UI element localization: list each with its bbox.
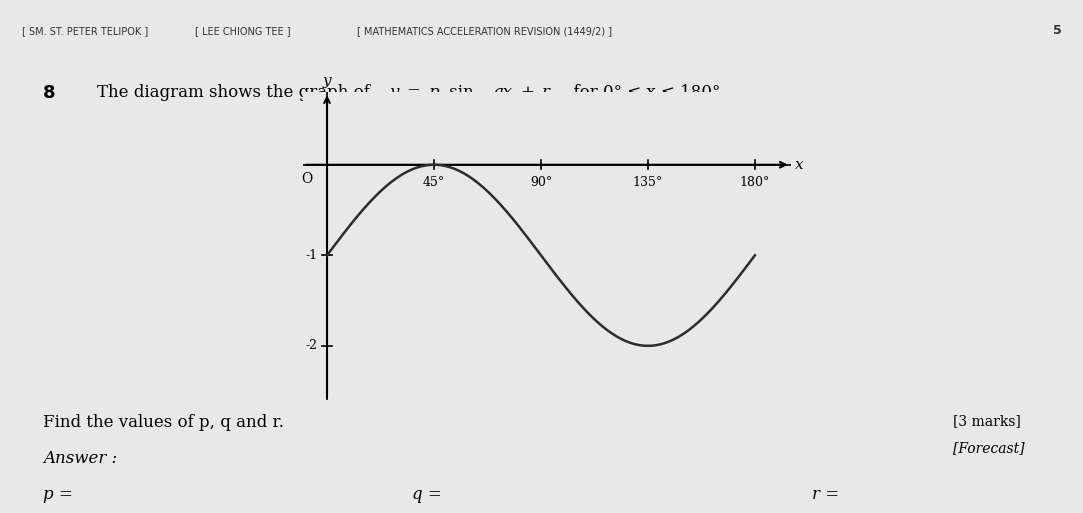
Text: p =: p = — [43, 486, 73, 503]
Text: 8: 8 — [43, 84, 56, 102]
Text: 90°: 90° — [530, 175, 552, 189]
Text: [ MATHEMATICS ACCELERATION REVISION (1449/2) ]: [ MATHEMATICS ACCELERATION REVISION (144… — [357, 26, 613, 36]
Text: [Forecast]: [Forecast] — [953, 441, 1025, 455]
Text: sin: sin — [444, 84, 479, 101]
Text: x: x — [795, 158, 804, 172]
Text: qx: qx — [493, 84, 512, 101]
Text: p: p — [428, 84, 439, 101]
Text: 5: 5 — [1053, 24, 1061, 37]
Text: [ SM. ST. PETER TELIPOK ]: [ SM. ST. PETER TELIPOK ] — [22, 26, 148, 36]
Text: The diagram shows the graph of: The diagram shows the graph of — [97, 84, 376, 101]
Text: 135°: 135° — [632, 175, 663, 189]
Text: Find the values of p, q and r.: Find the values of p, q and r. — [43, 413, 284, 431]
Text: r =: r = — [812, 486, 839, 503]
Text: r: r — [542, 84, 549, 101]
Text: for 0° ≤ x ≤ 180°.: for 0° ≤ x ≤ 180°. — [563, 84, 726, 101]
Text: y: y — [390, 84, 400, 101]
Text: 45°: 45° — [422, 175, 445, 189]
Text: =: = — [406, 84, 420, 101]
Text: Answer :: Answer : — [43, 450, 118, 467]
Text: [ LEE CHIONG TEE ]: [ LEE CHIONG TEE ] — [195, 26, 290, 36]
Text: [3 marks]: [3 marks] — [953, 413, 1021, 428]
Text: +: + — [520, 84, 534, 101]
Text: O: O — [301, 172, 313, 186]
Text: -2: -2 — [305, 339, 317, 352]
Text: y: y — [323, 74, 331, 88]
Text: 180°: 180° — [740, 175, 770, 189]
Text: q =: q = — [412, 486, 441, 503]
Text: -1: -1 — [305, 249, 317, 262]
